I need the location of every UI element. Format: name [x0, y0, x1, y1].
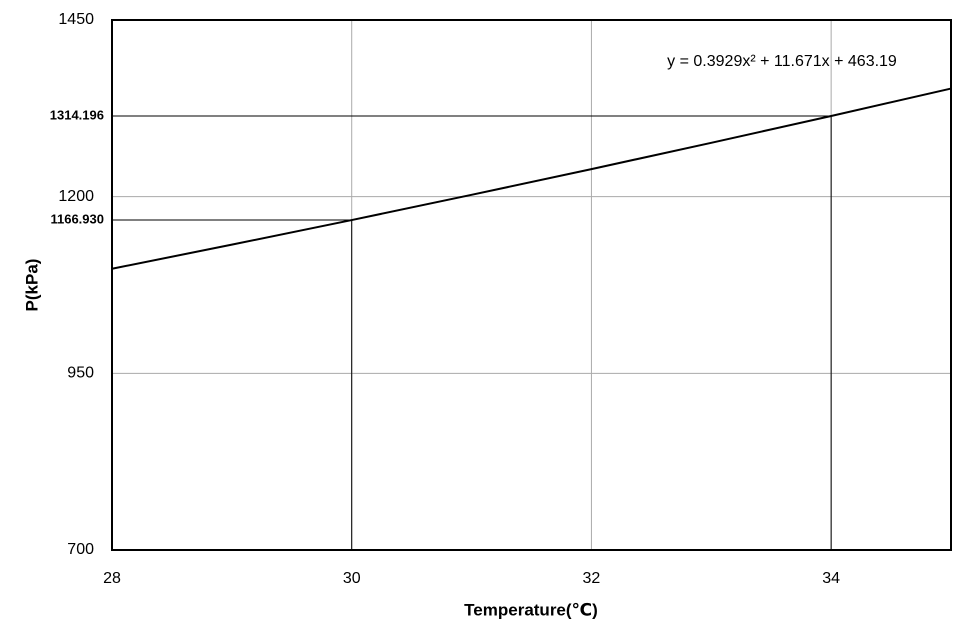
y-tick-label: 1450 [58, 11, 94, 28]
x-axis-title: Temperature(℃) [464, 600, 598, 619]
y-tick-label: 1200 [58, 188, 94, 205]
reference-label: 1314.196 [50, 107, 104, 122]
plot-frame [111, 19, 952, 551]
x-tick-label: 34 [822, 570, 840, 587]
equation: y = 0.3929x² + 11.671x + 463.19 [667, 53, 897, 70]
x-tick-label: 32 [583, 570, 601, 587]
y-axis-title: P(kPa) [22, 259, 41, 312]
data-line [111, 87, 952, 270]
x-tick-label: 28 [103, 570, 121, 587]
y-tick-label: 700 [67, 541, 94, 558]
x-tick-label: 30 [343, 570, 361, 587]
y-tick-label: 950 [67, 365, 94, 382]
reference-label: 1166.930 [50, 211, 104, 226]
